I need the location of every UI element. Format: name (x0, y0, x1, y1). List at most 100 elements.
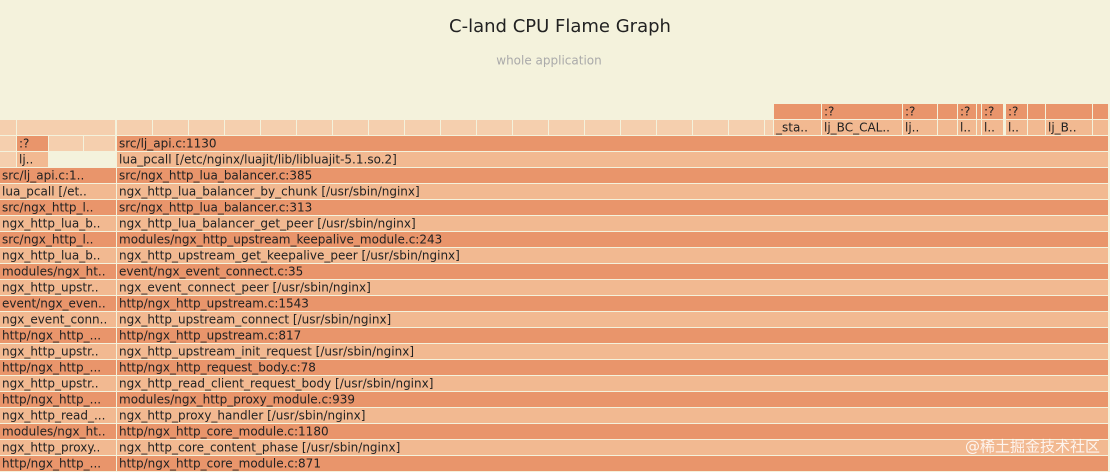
frame-label: modules/ngx_http_proxy_module.c:939 (119, 393, 355, 407)
frame (0, 136, 16, 151)
frame-label: src/ngx_http_lua_balancer.c:385 (119, 169, 312, 183)
frame (0, 360, 116, 375)
frame (585, 120, 620, 135)
frame (0, 184, 116, 199)
frame (549, 120, 584, 135)
frame (117, 264, 1108, 279)
frame-label: src/lj_api.c:1130 (119, 137, 217, 151)
frame (0, 376, 116, 391)
frame (938, 104, 957, 119)
frame-label: event/ngx_even.. (2, 297, 106, 311)
frame-label: http/ngx_http_... (2, 457, 101, 471)
frame (0, 248, 116, 263)
title: C-land CPU Flame Graph (449, 16, 671, 37)
frame (0, 264, 116, 279)
frame-label: l.. (984, 121, 995, 135)
frame-label: ngx_http_upstream_connect [/usr/sbin/ngi… (119, 313, 391, 327)
frame (1028, 104, 1045, 119)
frame (1006, 120, 1027, 135)
frame (0, 408, 116, 423)
frame-label: ngx_http_upstr.. (2, 377, 99, 391)
frame (49, 136, 83, 151)
frame (369, 120, 404, 135)
frame-label: :? (19, 137, 29, 151)
frame-label: event/ngx_event_connect.c:35 (119, 265, 303, 279)
frame (117, 424, 1108, 439)
frame-label: ngx_event_conn.. (2, 313, 107, 327)
watermark: @稀土掘金技术社区 (965, 438, 1100, 456)
frame-label: ngx_http_upstream_init_request [/usr/sbi… (119, 345, 414, 359)
frame-label: ngx_event_connect_peer [/usr/sbin/nginx] (119, 281, 371, 295)
frame (729, 120, 764, 135)
frame-label: :? (905, 105, 915, 119)
frame (0, 152, 16, 167)
frame (0, 392, 116, 407)
frame (903, 120, 937, 135)
frame-label: ngx_http_core_content_phase [/usr/sbin/n… (119, 441, 400, 455)
frame (513, 120, 548, 135)
frame-label: ngx_http_lua_balancer_get_peer [/usr/sbi… (119, 217, 416, 231)
frame-label: src/ngx_http_l.. (2, 201, 93, 215)
frame (117, 168, 1108, 183)
frame-label: lj.. (19, 153, 33, 167)
frame (0, 216, 116, 231)
frame (822, 120, 902, 135)
frame-label: http/ngx_http_... (2, 361, 101, 375)
frame (84, 136, 115, 151)
frame (0, 280, 116, 295)
frame (153, 120, 188, 135)
frame (0, 200, 116, 215)
frame (977, 120, 981, 135)
frame-label: http/ngx_http_upstream.c:817 (119, 329, 301, 343)
frame-label: ngx_http_lua_b.. (2, 217, 101, 231)
frame (477, 120, 512, 135)
frame (765, 120, 773, 135)
frame-label: ngx_http_read_... (2, 409, 105, 423)
frame-label: modules/ngx_http_upstream_keepalive_modu… (119, 233, 442, 247)
frame-label: lj_B.. (1048, 121, 1077, 135)
frame (441, 120, 476, 135)
frame (958, 120, 976, 135)
frame-label: :? (984, 105, 994, 119)
frame-label: modules/ngx_ht.. (2, 265, 106, 279)
frame-label: http/ngx_http_request_body.c:78 (119, 361, 316, 375)
frame-label: lj.. (905, 121, 919, 135)
frame (117, 216, 1108, 231)
frame-label: lua_pcall [/etc/nginx/luajit/lib/libluaj… (119, 153, 397, 167)
frame (0, 232, 116, 247)
frame-label: ngx_http_upstream_get_keepalive_peer [/u… (119, 249, 460, 263)
frame (977, 104, 981, 119)
frame (261, 120, 296, 135)
frame (117, 360, 1108, 375)
frame (117, 248, 1108, 263)
frame (333, 120, 368, 135)
frame (117, 440, 1108, 455)
frame (117, 456, 1108, 471)
frame (0, 120, 16, 135)
frame-label: src/ngx_http_l.. (2, 233, 93, 247)
frame (117, 200, 1108, 215)
subtitle: whole application (496, 54, 602, 68)
frame (693, 120, 728, 135)
frame-label: http/ngx_http_core_module.c:1180 (119, 425, 329, 439)
frame-label: http/ngx_http_... (2, 329, 101, 343)
frame (657, 120, 692, 135)
frame-label: ngx_http_upstr.. (2, 281, 99, 295)
frame (938, 120, 957, 135)
frame (405, 120, 440, 135)
frame (117, 136, 1108, 151)
frame (1046, 120, 1092, 135)
frame (117, 376, 1108, 391)
frame (0, 456, 116, 471)
frame (0, 168, 116, 183)
frame (1046, 104, 1092, 119)
frame-label: l.. (1008, 121, 1019, 135)
frame (822, 104, 902, 119)
frame (297, 120, 332, 135)
frame-label: ngx_http_lua_b.. (2, 249, 101, 263)
frame-label: _sta.. (775, 121, 808, 135)
frame-label: http/ngx_http_core_module.c:871 (119, 457, 321, 471)
frame-label: ngx_http_proxy.. (2, 441, 100, 455)
